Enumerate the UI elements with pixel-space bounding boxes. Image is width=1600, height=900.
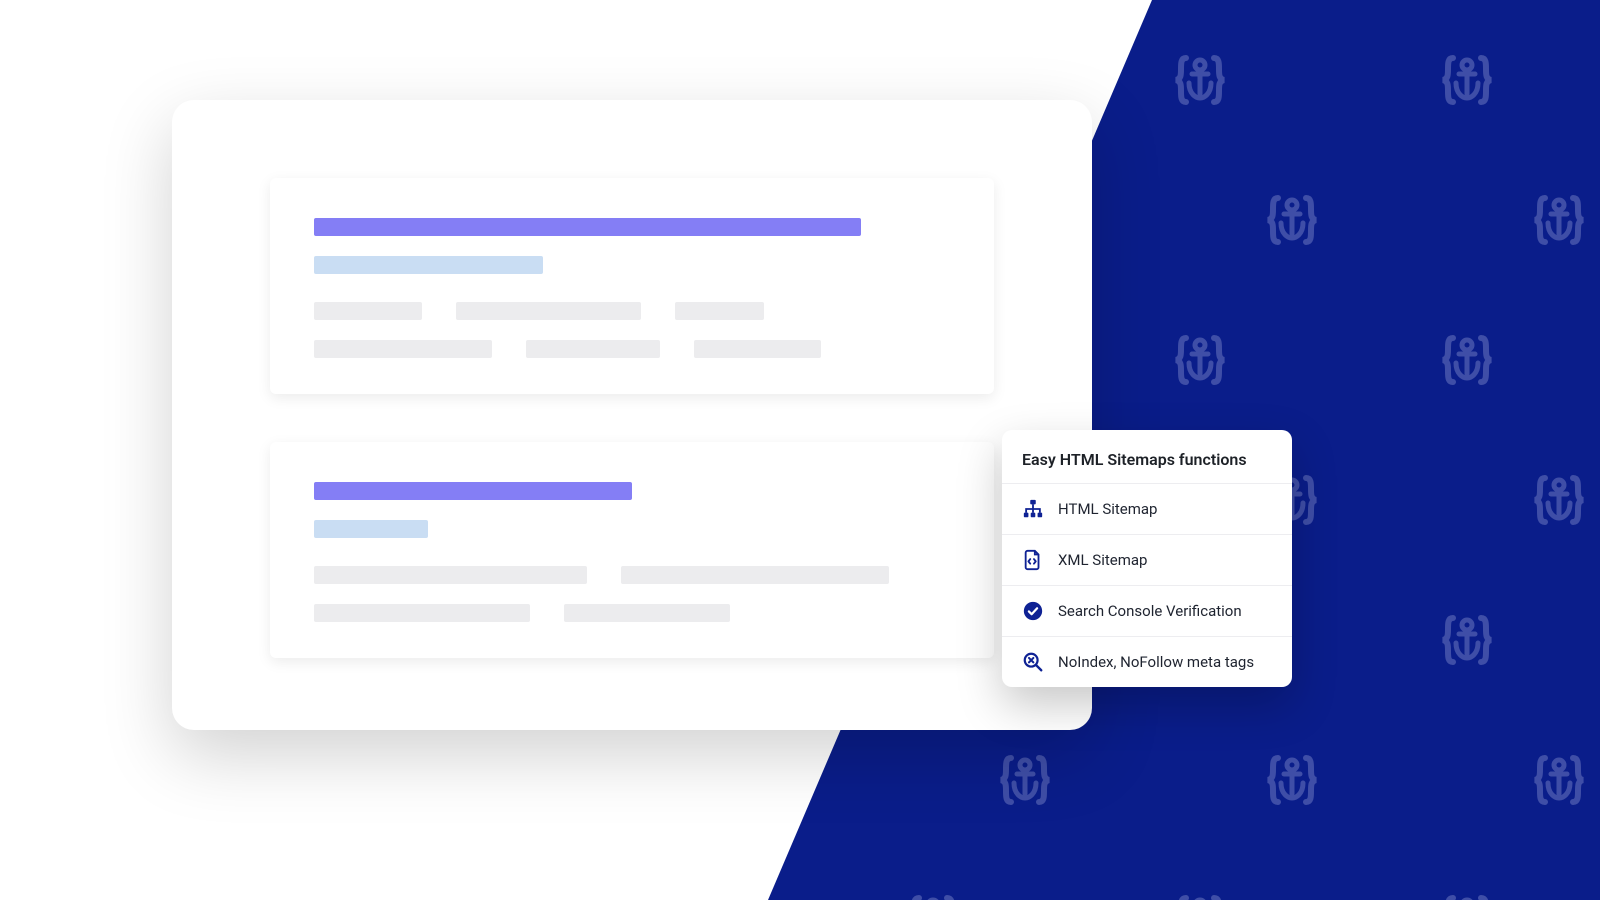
popup-item-check-circle[interactable]: Search Console Verification [1002,585,1292,636]
popup-item-label: NoIndex, NoFollow meta tags [1058,653,1254,671]
pattern-brace-anchor-icon [1264,192,1320,248]
sitemap-tree-icon [1022,498,1044,520]
skeleton-text-bar [314,340,492,358]
pattern-brace-anchor-icon [1172,892,1228,900]
skeleton-text-bar [526,340,660,358]
popup-item-label: Search Console Verification [1058,602,1242,620]
skeleton-text-bar [314,302,422,320]
skeleton-subheader-bar [314,520,428,538]
skeleton-text-bar [694,340,821,358]
skeleton-text-bar [564,604,729,622]
pattern-brace-anchor-icon [1439,612,1495,668]
popup-item-search-x[interactable]: NoIndex, NoFollow meta tags [1002,636,1292,687]
pattern-brace-anchor-icon [1172,332,1228,388]
skeleton-subheader-bar [314,256,543,274]
file-code-icon [1022,549,1044,571]
pattern-brace-anchor-icon [997,752,1053,808]
skeleton-text-bar [314,566,587,584]
functions-popup-title: Easy HTML Sitemaps functions [1002,450,1292,483]
pattern-brace-anchor-icon [1439,332,1495,388]
skeleton-text-bar [621,566,888,584]
skeleton-row [314,566,950,584]
skeleton-text-bar [456,302,640,320]
search-x-icon [1022,651,1044,673]
skeleton-row [314,604,950,622]
pattern-brace-anchor-icon [905,892,961,900]
popup-item-label: XML Sitemap [1058,551,1147,569]
pattern-brace-anchor-icon [1531,192,1587,248]
skeleton-card-1 [270,442,994,658]
skeleton-card-0 [270,178,994,394]
functions-popup-list: HTML Sitemap XML Sitemap Search Console Ve… [1002,483,1292,687]
main-preview-card [172,100,1092,730]
skeleton-row [314,340,950,358]
skeleton-text-bar [314,604,530,622]
skeleton-header-bar [314,482,632,500]
popup-item-label: HTML Sitemap [1058,500,1158,518]
pattern-brace-anchor-icon [1264,752,1320,808]
pattern-brace-anchor-icon [1439,892,1495,900]
pattern-brace-anchor-icon [1172,52,1228,108]
skeleton-row [314,302,950,320]
popup-item-file-code[interactable]: XML Sitemap [1002,534,1292,585]
skeleton-text-bar [675,302,764,320]
pattern-brace-anchor-icon [1531,752,1587,808]
check-circle-icon [1022,600,1044,622]
popup-item-sitemap-tree[interactable]: HTML Sitemap [1002,483,1292,534]
skeleton-header-bar [314,218,861,236]
pattern-brace-anchor-icon [1531,472,1587,528]
functions-popup: Easy HTML Sitemaps functions HTML Sitema… [1002,430,1292,687]
pattern-brace-anchor-icon [1439,52,1495,108]
